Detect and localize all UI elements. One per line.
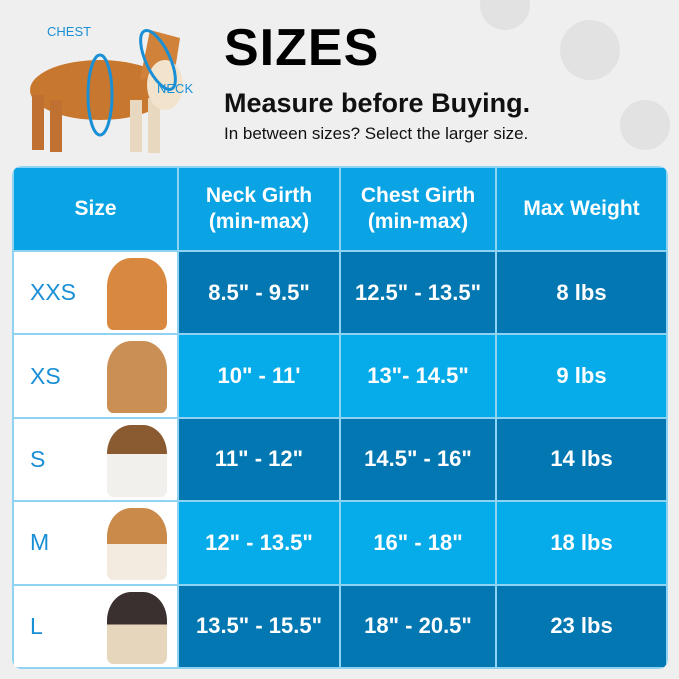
chest-label: CHEST [47,24,92,39]
chest-cell: 12.5" - 13.5" [339,249,497,336]
paw-print-decoration [560,20,620,80]
neck-cell: 11" - 12" [177,416,341,503]
column-header-weight: Max Weight [495,166,668,252]
jack-russell-image [107,424,167,497]
collie-dog-image [30,29,183,153]
weight-cell: 9 lbs [495,333,668,419]
neck-cell: 13.5" - 15.5" [177,583,341,669]
size-label: XXS [30,279,77,306]
weight-cell: 18 lbs [495,500,668,586]
chest-cell: 14.5" - 16" [339,416,497,503]
table-row: L 13.5" - 15.5" 18" - 20.5" 23 lbs [12,583,668,669]
size-chart-table: Size Neck Girth (min-max) Chest Girth (m… [12,166,668,669]
table-row: XXS 8.5" - 9.5" 12.5" - 13.5" 8 lbs [12,249,668,336]
size-cell: XS [12,333,179,419]
size-note: In between sizes? Select the larger size… [224,124,529,143]
size-label: XS [30,362,61,389]
weight-cell: 23 lbs [495,583,668,669]
weight-cell: 8 lbs [495,249,668,336]
column-header-chest: Chest Girth (min-max) [339,166,497,252]
subtitle: Measure before Buying. [224,88,531,118]
chest-cell: 16" - 18" [339,500,497,586]
chest-cell: 13"- 14.5" [339,333,497,419]
neck-cell: 12" - 13.5" [177,500,341,586]
column-header-neck: Neck Girth (min-max) [177,166,341,252]
neck-cell: 10" - 11' [177,333,341,419]
size-label: L [30,612,43,639]
bone-decoration [620,100,670,150]
size-cell: S [12,416,179,503]
table-row: S 11" - 12" 14.5" - 16" 14 lbs [12,416,668,503]
weight-cell: 14 lbs [495,416,668,503]
pug-image [107,591,167,664]
size-label: S [30,445,46,472]
page-title: SIZES [224,19,380,77]
table-row: XS 10" - 11' 13"- 14.5" 9 lbs [12,333,668,419]
pomeranian-image [107,258,167,330]
column-header-size: Size [12,166,179,252]
poodle-mix-image [107,341,167,414]
neck-label: NECK [157,81,194,96]
corgi-image [107,508,167,581]
neck-cell: 8.5" - 9.5" [177,249,341,336]
table-header-row: Size Neck Girth (min-max) Chest Girth (m… [12,166,668,252]
paw-print-decoration [480,0,530,30]
size-cell: XXS [12,249,179,336]
size-cell: L [12,583,179,669]
chest-cell: 18" - 20.5" [339,583,497,669]
size-cell: M [12,500,179,586]
size-label: M [30,529,50,556]
table-row: M 12" - 13.5" 16" - 18" 18 lbs [12,500,668,586]
